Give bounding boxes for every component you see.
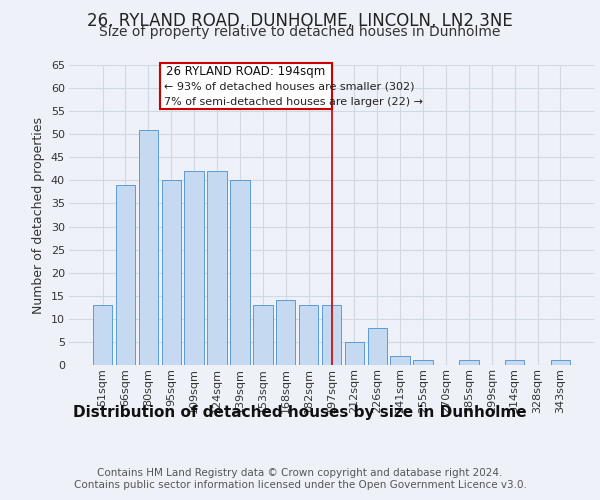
Text: 26, RYLAND ROAD, DUNHOLME, LINCOLN, LN2 3NE: 26, RYLAND ROAD, DUNHOLME, LINCOLN, LN2 … bbox=[87, 12, 513, 30]
Bar bbox=[368, 328, 387, 365]
Text: ← 93% of detached houses are smaller (302): ← 93% of detached houses are smaller (30… bbox=[164, 81, 415, 91]
Bar bbox=[344, 342, 364, 365]
Text: Contains public sector information licensed under the Open Government Licence v3: Contains public sector information licen… bbox=[74, 480, 526, 490]
Bar bbox=[505, 360, 524, 365]
Bar bbox=[413, 360, 433, 365]
Bar bbox=[230, 180, 250, 365]
Bar bbox=[276, 300, 295, 365]
Text: Contains HM Land Registry data © Crown copyright and database right 2024.: Contains HM Land Registry data © Crown c… bbox=[97, 468, 503, 477]
Bar bbox=[161, 180, 181, 365]
Bar bbox=[116, 185, 135, 365]
Y-axis label: Number of detached properties: Number of detached properties bbox=[32, 116, 45, 314]
Text: 26 RYLAND ROAD: 194sqm: 26 RYLAND ROAD: 194sqm bbox=[166, 65, 325, 78]
Text: 7% of semi-detached houses are larger (22) →: 7% of semi-detached houses are larger (2… bbox=[164, 98, 424, 108]
Bar bbox=[93, 305, 112, 365]
Bar bbox=[208, 171, 227, 365]
FancyBboxPatch shape bbox=[160, 62, 331, 109]
Bar bbox=[139, 130, 158, 365]
Bar bbox=[322, 305, 341, 365]
Bar bbox=[459, 360, 479, 365]
Bar bbox=[253, 305, 272, 365]
Bar bbox=[184, 171, 204, 365]
Text: Size of property relative to detached houses in Dunholme: Size of property relative to detached ho… bbox=[100, 25, 500, 39]
Text: Distribution of detached houses by size in Dunholme: Distribution of detached houses by size … bbox=[73, 405, 527, 420]
Bar bbox=[551, 360, 570, 365]
Bar bbox=[299, 305, 319, 365]
Bar bbox=[391, 356, 410, 365]
